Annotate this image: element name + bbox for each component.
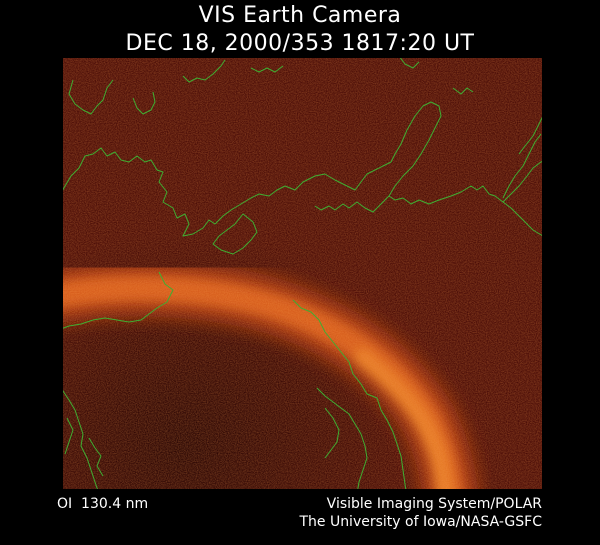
title-block: VIS Earth Camera DEC 18, 2000/353 1817:2… (0, 2, 600, 58)
earth-camera-image (63, 58, 542, 489)
instrument-label: Visible Imaging System/POLAR (326, 496, 542, 512)
credits-block: Visible Imaging System/POLAR The Univers… (299, 495, 542, 531)
coastline-overlay (63, 58, 542, 489)
wavelength-label: OI 130.4 nm (57, 496, 149, 512)
camera-title: VIS Earth Camera (198, 3, 402, 28)
aurora-image-svg (63, 58, 542, 489)
institution-label: The University of Iowa/NASA-GSFC (299, 514, 542, 530)
timestamp-title: DEC 18, 2000/353 1817:20 UT (125, 31, 475, 56)
